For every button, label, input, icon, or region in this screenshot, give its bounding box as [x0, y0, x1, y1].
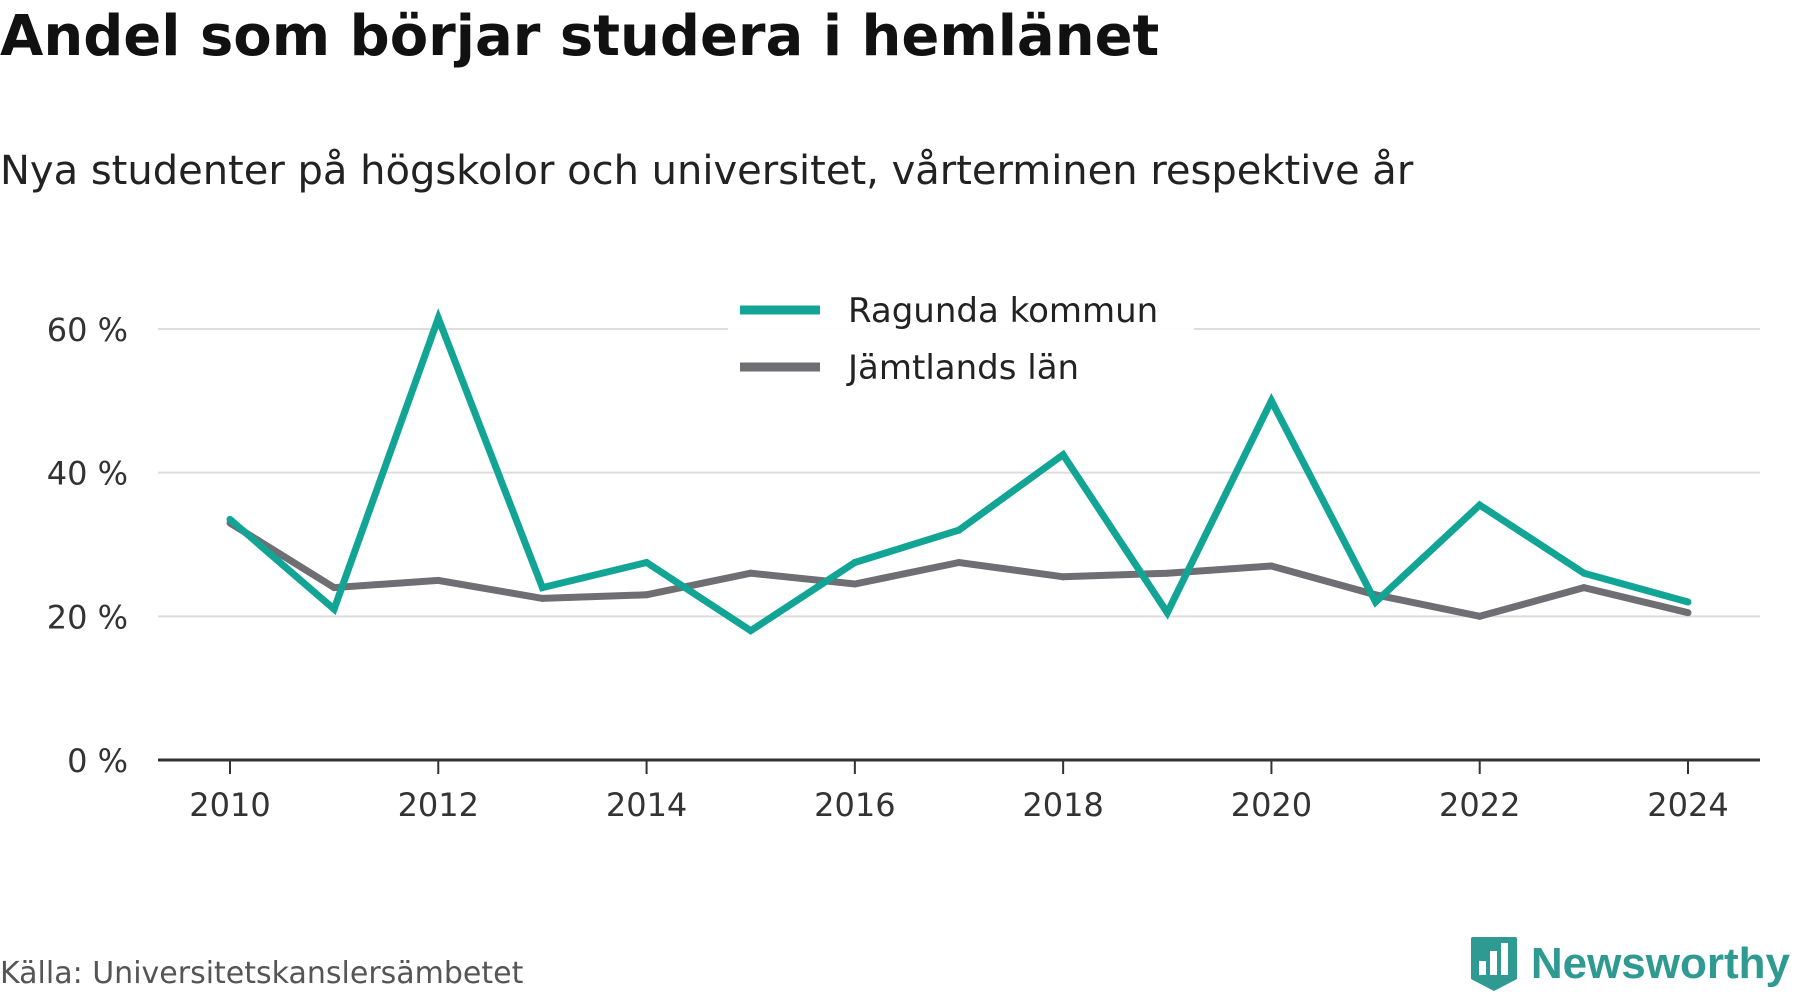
data-point [955, 558, 963, 566]
x-tick-label: 2018 [1022, 786, 1103, 824]
data-point [1372, 598, 1380, 606]
data-point [1059, 573, 1067, 581]
data-point [851, 580, 859, 588]
x-tick-label: 2016 [814, 786, 895, 824]
data-point [1580, 569, 1588, 577]
x-tick-label: 2010 [189, 786, 270, 824]
data-point [434, 576, 442, 584]
x-axis: 2010 2012 2014 2016 2018 2020 2022 2024 [158, 758, 1760, 824]
series-lines [226, 308, 1692, 635]
y-axis-ticks: 0 % 20 % 40 % 60 % [47, 311, 128, 780]
y-tick-label: 20 % [47, 598, 128, 636]
x-tick-label: 2024 [1647, 786, 1728, 824]
data-point [1684, 598, 1692, 606]
data-point [643, 558, 651, 566]
series-line-jamtland [228, 520, 1689, 620]
x-tick-label: 2020 [1231, 786, 1312, 824]
data-point [330, 584, 338, 592]
data-point [1163, 609, 1171, 617]
y-tick-label: 0 % [67, 742, 128, 780]
chart-subtitle: Nya studenter på högskolor och universit… [0, 148, 1414, 194]
chart-title: Andel som börjar studera i hemlänet [0, 4, 1160, 69]
data-point [1476, 612, 1484, 620]
y-tick-label: 40 % [47, 455, 128, 493]
x-tick-label: 2012 [398, 786, 479, 824]
brand-logo: Newsworthy [1469, 935, 1790, 993]
data-point [226, 515, 234, 523]
x-tick-label: 2022 [1439, 786, 1520, 824]
data-point [643, 591, 651, 599]
y-tick-label: 60 % [47, 311, 128, 349]
data-point [1059, 451, 1067, 459]
bar-chart-badge-icon [1470, 937, 1517, 991]
data-point [747, 627, 755, 635]
data-point [1580, 584, 1588, 592]
data-point [1163, 569, 1171, 577]
data-point [1684, 609, 1692, 617]
source-note: Källa: Universitetskanslersämbetet [0, 956, 524, 991]
legend: Ragunda kommun Jämtlands län [728, 282, 1194, 392]
data-point [538, 584, 546, 592]
x-tick-label: 2014 [606, 786, 687, 824]
data-point [330, 605, 338, 613]
data-point [538, 594, 546, 602]
data-point [747, 569, 755, 577]
data-point [955, 526, 963, 534]
data-point [434, 314, 442, 322]
data-point [851, 558, 859, 566]
data-point [1267, 562, 1275, 570]
legend-label: Jämtlands län [846, 348, 1079, 388]
legend-label: Ragunda kommun [848, 291, 1158, 331]
data-point [1267, 397, 1275, 405]
brand-name: Newsworthy [1530, 939, 1790, 988]
data-point [1476, 501, 1484, 509]
legend-background [728, 282, 1194, 392]
